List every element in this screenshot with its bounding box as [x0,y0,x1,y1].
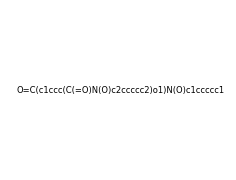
Text: O=C(c1ccc(C(=O)N(O)c2ccccc2)o1)N(O)c1ccccc1: O=C(c1ccc(C(=O)N(O)c2ccccc2)o1)N(O)c1ccc… [17,86,225,95]
